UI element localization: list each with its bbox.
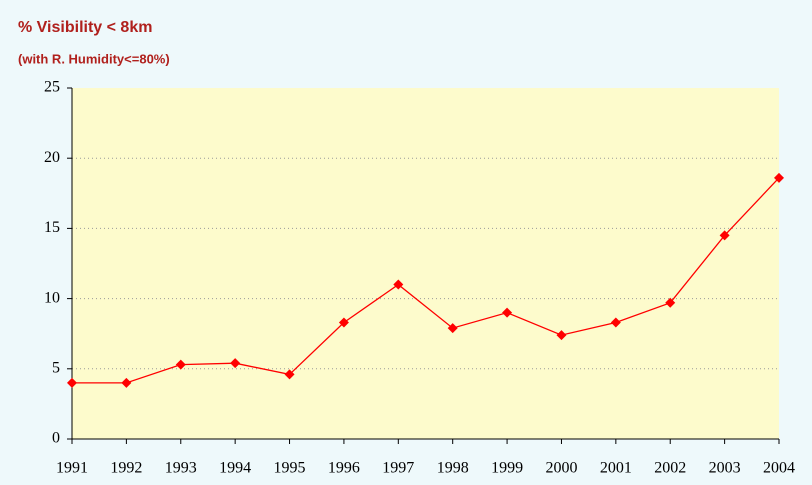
- plot-area: [72, 88, 779, 439]
- data-marker: [774, 172, 784, 183]
- data-marker: [447, 323, 458, 334]
- x-tick-label: 1992: [110, 460, 142, 477]
- x-tick-label: 1996: [328, 460, 360, 477]
- y-tick-label: 20: [44, 149, 60, 166]
- data-marker: [610, 317, 621, 328]
- x-tick-label: 2003: [709, 460, 741, 477]
- y-tick-label: 15: [44, 219, 60, 236]
- data-marker: [338, 317, 349, 328]
- x-tick-label: 1993: [165, 460, 197, 477]
- y-tick-label: 25: [44, 79, 60, 96]
- x-tick-label: 2000: [545, 460, 577, 477]
- x-tick-label: 1997: [382, 460, 414, 477]
- y-tick-label: 10: [44, 289, 60, 306]
- x-tick-label: 1998: [437, 460, 469, 477]
- data-marker: [502, 307, 513, 318]
- data-marker: [665, 297, 676, 308]
- x-tick-label: 2004: [763, 460, 795, 477]
- data-marker: [393, 279, 404, 290]
- x-tick-label: 1999: [491, 460, 523, 477]
- x-tick-label: 1994: [219, 460, 251, 477]
- x-tick-label: 1995: [274, 460, 306, 477]
- data-marker: [175, 359, 186, 370]
- data-marker: [719, 230, 730, 241]
- data-marker: [121, 377, 132, 388]
- data-marker: [284, 369, 295, 380]
- x-tick-label: 2001: [600, 460, 632, 477]
- x-tick-label: 1991: [56, 460, 88, 477]
- data-marker: [556, 330, 567, 341]
- data-marker: [230, 358, 241, 369]
- data-line: [72, 177, 780, 384]
- y-tick-label: 0: [52, 430, 60, 447]
- chart-title: % Visibility < 8km: [18, 19, 152, 36]
- data-marker: [67, 377, 77, 388]
- y-tick-label: 5: [52, 359, 60, 376]
- chart-subtitle: (with R. Humidity<=80%): [18, 51, 170, 66]
- x-tick-label: 2002: [654, 460, 686, 477]
